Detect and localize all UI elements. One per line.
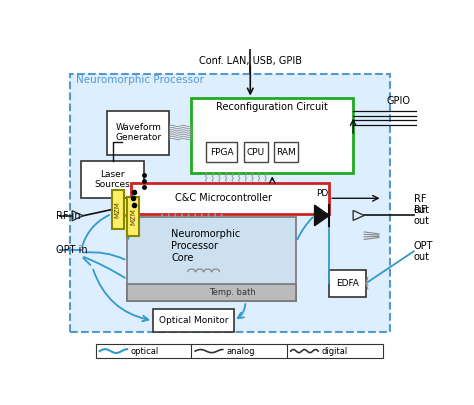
Text: Temp. bath: Temp. bath xyxy=(209,288,255,297)
Text: Conf. LAN, USB, GPIB: Conf. LAN, USB, GPIB xyxy=(199,56,302,66)
Bar xyxy=(82,161,144,198)
Bar xyxy=(131,183,329,214)
Bar xyxy=(70,74,390,333)
Polygon shape xyxy=(315,205,329,226)
Text: analog: analog xyxy=(227,347,255,356)
Text: Waveform
Generator: Waveform Generator xyxy=(115,123,161,143)
Text: CPU: CPU xyxy=(247,148,265,157)
Text: RF
out: RF out xyxy=(414,205,430,226)
Bar xyxy=(127,217,296,301)
Bar xyxy=(127,284,296,301)
Text: Laser
Sources: Laser Sources xyxy=(95,170,130,189)
Text: OPT
out: OPT out xyxy=(414,241,433,262)
Bar xyxy=(244,142,268,162)
Bar xyxy=(329,270,366,296)
Text: C&C Microcontroller: C&C Microcontroller xyxy=(175,193,272,203)
Text: EDFA: EDFA xyxy=(336,279,359,288)
Bar xyxy=(274,142,298,162)
Text: GPIO: GPIO xyxy=(386,96,410,106)
Text: MZM: MZM xyxy=(115,202,121,218)
Text: RAM: RAM xyxy=(276,148,296,157)
Bar xyxy=(96,344,383,358)
Text: MZM: MZM xyxy=(130,208,136,225)
Text: FPGA: FPGA xyxy=(210,148,234,157)
Text: optical: optical xyxy=(131,347,159,356)
Text: digital: digital xyxy=(322,347,348,356)
Text: Optical Monitor: Optical Monitor xyxy=(159,316,228,325)
Bar xyxy=(191,98,353,173)
Text: Reconfiguration Circuit: Reconfiguration Circuit xyxy=(216,102,328,112)
Bar xyxy=(206,142,237,162)
Text: RF in: RF in xyxy=(55,211,80,221)
Text: Neuromorphic Processor: Neuromorphic Processor xyxy=(76,75,204,85)
Text: OPT in: OPT in xyxy=(55,245,87,255)
Text: PD: PD xyxy=(316,189,328,198)
Text: RF
out: RF out xyxy=(414,194,430,215)
Bar xyxy=(107,111,170,155)
Bar xyxy=(112,190,124,230)
Bar xyxy=(127,197,139,236)
Bar xyxy=(153,309,234,333)
Text: Neuromorphic
Processor
Core: Neuromorphic Processor Core xyxy=(171,230,240,263)
